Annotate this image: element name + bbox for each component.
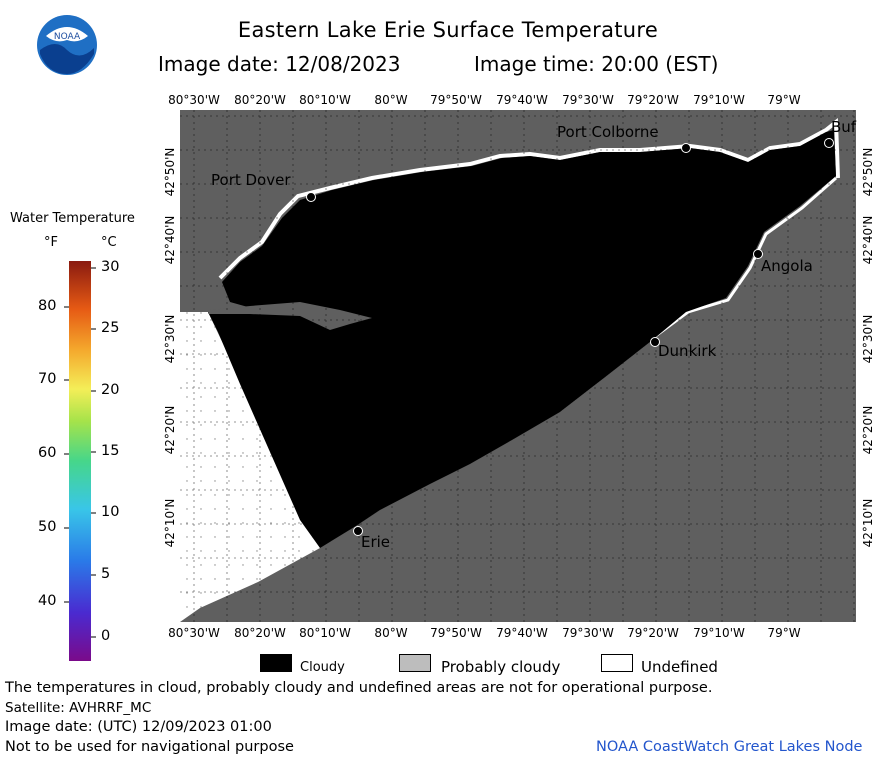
- scale-ticks: [64, 267, 96, 638]
- left-lat-tick: 42°50'N: [163, 147, 177, 197]
- bottom-lon-tick: 79°10'W: [693, 626, 745, 640]
- left-lat-tick: 42°40'N: [163, 215, 177, 265]
- noaa-logo-text: NOAA: [54, 32, 81, 42]
- scale-title: Water Temperature: [10, 211, 135, 226]
- right-lat-tick: 42°30'N: [861, 314, 875, 364]
- legend-swatch-cloudy: [260, 654, 292, 672]
- scale-label-f: 70: [38, 371, 57, 387]
- left-lat-tick: 42°10'N: [163, 498, 177, 548]
- bottom-lon-tick: 80°30'W: [168, 626, 220, 640]
- left-lat-tick: 42°30'N: [163, 314, 177, 364]
- city-marker: [306, 192, 316, 202]
- right-lat-tick: 42°50'N: [861, 147, 875, 197]
- top-lon-tick: 79°10'W: [693, 93, 745, 107]
- top-lon-tick: 79°50'W: [430, 93, 482, 107]
- scale-label-c: 5: [101, 566, 111, 582]
- bottom-lon-tick: 80°10'W: [299, 626, 351, 640]
- grid-lines: [180, 110, 856, 622]
- scale-unit-f: °F: [44, 235, 58, 250]
- right-lat-tick: 42°10'N: [861, 498, 875, 548]
- footer-satellite: Satellite: AVHRRF_MC: [5, 700, 152, 716]
- city-marker: [650, 337, 660, 347]
- top-lon-tick: 79°20'W: [627, 93, 679, 107]
- scale-label-f: 40: [38, 593, 57, 609]
- scale-label-c: 25: [101, 320, 120, 336]
- city-label-angola: Angola: [761, 257, 813, 275]
- scale-label-f: 60: [38, 445, 57, 461]
- legend-swatch-probably-cloudy: [399, 654, 431, 672]
- right-lat-tick: 42°20'N: [861, 405, 875, 455]
- image-date: Image date: 12/08/2023: [158, 52, 401, 76]
- city-marker: [824, 138, 834, 148]
- bottom-lon-tick: 79°30'W: [562, 626, 614, 640]
- top-lon-tick: 80°10'W: [299, 93, 351, 107]
- footer-image-date-utc: Image date: (UTC) 12/09/2023 01:00: [5, 719, 272, 735]
- top-lon-tick: 79°W: [767, 93, 801, 107]
- scale-label-f: 80: [38, 298, 57, 314]
- top-lon-tick: 80°20'W: [234, 93, 286, 107]
- bottom-lon-tick: 79°50'W: [430, 626, 482, 640]
- footer-nav-warning: Not to be used for navigational purpose: [5, 739, 294, 755]
- color-scale-bar: [64, 261, 96, 661]
- page-title: Eastern Lake Erie Surface Temperature: [237, 18, 659, 42]
- top-lon-tick: 79°40'W: [496, 93, 548, 107]
- legend-swatch-undefined: [601, 654, 633, 672]
- undefined-region: [180, 312, 320, 622]
- scale-unit-c: °C: [101, 235, 117, 250]
- noaa-logo: NOAA: [37, 15, 97, 75]
- scale-label-c: 20: [101, 382, 120, 398]
- bottom-lon-tick: 79°40'W: [496, 626, 548, 640]
- image-time: Image time: 20:00 (EST): [474, 52, 719, 76]
- city-label-port-colborne: Port Colborne: [557, 123, 659, 141]
- top-lon-tick: 79°30'W: [562, 93, 614, 107]
- city-marker: [753, 249, 763, 259]
- long-point-land: [208, 302, 372, 330]
- left-lat-tick: 42°20'N: [163, 405, 177, 455]
- city-label-dunkirk: Dunkirk: [658, 342, 717, 360]
- city-label-erie: Erie: [361, 533, 391, 551]
- city-marker: [353, 526, 363, 536]
- city-markers: [306, 138, 834, 536]
- top-lon-tick: 80°30'W: [168, 93, 220, 107]
- top-lon-tick: 80°W: [374, 93, 408, 107]
- scale-label-f: 50: [38, 519, 57, 535]
- footer-note: The temperatures in cloud, probably clou…: [5, 680, 713, 696]
- legend-label-probably-cloudy: Probably cloudy: [441, 658, 561, 676]
- north-shoreline: [218, 117, 840, 280]
- right-lat-tick: 42°40'N: [861, 215, 875, 265]
- city-label-port-dover: Port Dover: [211, 171, 291, 189]
- scale-label-c: 10: [101, 504, 120, 520]
- bottom-lon-tick: 79°20'W: [627, 626, 679, 640]
- cloud-region: [208, 130, 836, 548]
- city-label-buffalo: Buf: [831, 118, 857, 136]
- city-marker: [681, 143, 691, 153]
- scale-label-c: 30: [101, 259, 120, 275]
- bottom-lon-tick: 80°20'W: [234, 626, 286, 640]
- legend-label-undefined: Undefined: [641, 658, 718, 676]
- scale-label-c: 0: [101, 628, 111, 644]
- scale-label-c: 15: [101, 443, 120, 459]
- footer-credit: NOAA CoastWatch Great Lakes Node: [596, 739, 863, 755]
- legend-label-cloudy: Cloudy: [300, 660, 345, 675]
- bottom-lon-tick: 80°W: [374, 626, 408, 640]
- bottom-lon-tick: 79°W: [767, 626, 801, 640]
